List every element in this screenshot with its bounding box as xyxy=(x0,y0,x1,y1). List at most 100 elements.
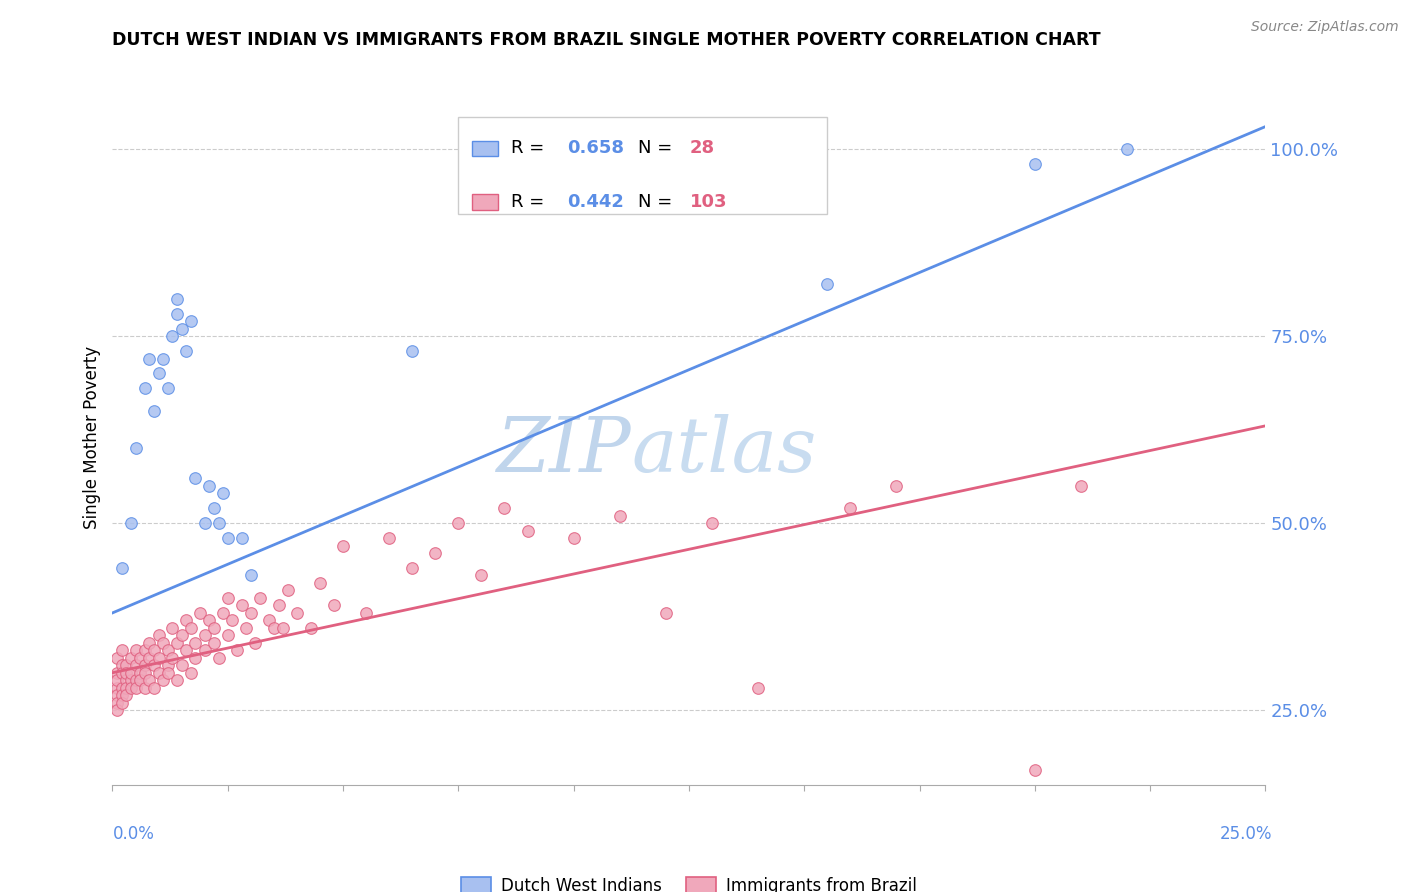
Point xyxy=(111,696,134,710)
Text: ZIP: ZIP xyxy=(496,414,631,488)
Point xyxy=(309,576,332,591)
Point xyxy=(1070,479,1092,493)
Point xyxy=(470,568,492,582)
Point xyxy=(700,516,723,530)
Point xyxy=(263,621,285,635)
Point xyxy=(198,479,221,493)
Point xyxy=(221,613,243,627)
Point xyxy=(134,665,156,680)
Point xyxy=(156,665,179,680)
Point xyxy=(285,606,308,620)
Text: Source: ZipAtlas.com: Source: ZipAtlas.com xyxy=(1251,20,1399,34)
Point xyxy=(226,643,249,657)
Point xyxy=(239,606,262,620)
Point xyxy=(124,643,146,657)
Point xyxy=(115,673,138,688)
Point xyxy=(249,591,271,605)
Point xyxy=(134,643,156,657)
Point xyxy=(105,696,128,710)
Point xyxy=(129,650,152,665)
Point xyxy=(202,621,225,635)
Point xyxy=(166,307,188,321)
Point xyxy=(194,628,217,642)
Point xyxy=(447,516,470,530)
FancyBboxPatch shape xyxy=(458,117,827,214)
Point xyxy=(143,643,166,657)
Text: 0.0%: 0.0% xyxy=(112,825,155,843)
Point xyxy=(111,681,134,695)
Point xyxy=(231,599,253,613)
Point xyxy=(747,681,769,695)
FancyBboxPatch shape xyxy=(472,194,498,210)
Point xyxy=(562,531,585,545)
Point xyxy=(401,344,423,359)
Point xyxy=(148,367,170,381)
Point xyxy=(105,688,128,702)
Point xyxy=(184,650,207,665)
Point xyxy=(105,703,128,717)
Point xyxy=(212,486,235,500)
Point xyxy=(166,636,188,650)
FancyBboxPatch shape xyxy=(472,141,498,156)
Point xyxy=(162,650,184,665)
Point xyxy=(120,673,142,688)
Text: N =: N = xyxy=(638,139,678,157)
Point xyxy=(111,643,134,657)
Point xyxy=(162,621,184,635)
Point xyxy=(207,650,229,665)
Point xyxy=(180,665,202,680)
Point xyxy=(170,658,193,673)
Point xyxy=(886,479,908,493)
Point xyxy=(120,650,142,665)
Point xyxy=(124,442,146,456)
Text: R =: R = xyxy=(512,193,550,211)
Point xyxy=(148,665,170,680)
Point xyxy=(124,681,146,695)
Point xyxy=(271,621,294,635)
Point xyxy=(105,650,128,665)
Point xyxy=(425,546,447,560)
Point xyxy=(217,531,239,545)
Point xyxy=(184,471,207,485)
Point xyxy=(378,531,401,545)
Point xyxy=(170,628,193,642)
Point xyxy=(115,665,138,680)
Point xyxy=(105,665,128,680)
Point xyxy=(129,673,152,688)
Text: 0.658: 0.658 xyxy=(567,139,624,157)
Point xyxy=(267,599,290,613)
Point xyxy=(138,636,160,650)
Point xyxy=(198,613,221,627)
Point xyxy=(138,673,160,688)
Point xyxy=(245,636,267,650)
Point xyxy=(143,404,166,418)
Text: 28: 28 xyxy=(690,139,716,157)
Point xyxy=(115,658,138,673)
Point xyxy=(401,561,423,575)
Point xyxy=(152,636,174,650)
Point xyxy=(194,643,217,657)
Point xyxy=(129,665,152,680)
Point xyxy=(156,381,179,395)
Point xyxy=(609,508,631,523)
Point xyxy=(235,621,257,635)
Point xyxy=(134,381,156,395)
Point xyxy=(143,681,166,695)
Text: DUTCH WEST INDIAN VS IMMIGRANTS FROM BRAZIL SINGLE MOTHER POVERTY CORRELATION CH: DUTCH WEST INDIAN VS IMMIGRANTS FROM BRA… xyxy=(112,31,1101,49)
Point xyxy=(148,628,170,642)
Point xyxy=(105,681,128,695)
Text: atlas: atlas xyxy=(631,414,817,488)
Point xyxy=(156,643,179,657)
Point xyxy=(143,658,166,673)
Point xyxy=(202,636,225,650)
Point xyxy=(239,568,262,582)
Point xyxy=(120,665,142,680)
Point xyxy=(152,351,174,366)
Point xyxy=(217,591,239,605)
Text: R =: R = xyxy=(512,139,550,157)
Point xyxy=(134,658,156,673)
Point xyxy=(105,673,128,688)
Point xyxy=(655,606,678,620)
Point xyxy=(180,314,202,328)
Point xyxy=(170,321,193,335)
